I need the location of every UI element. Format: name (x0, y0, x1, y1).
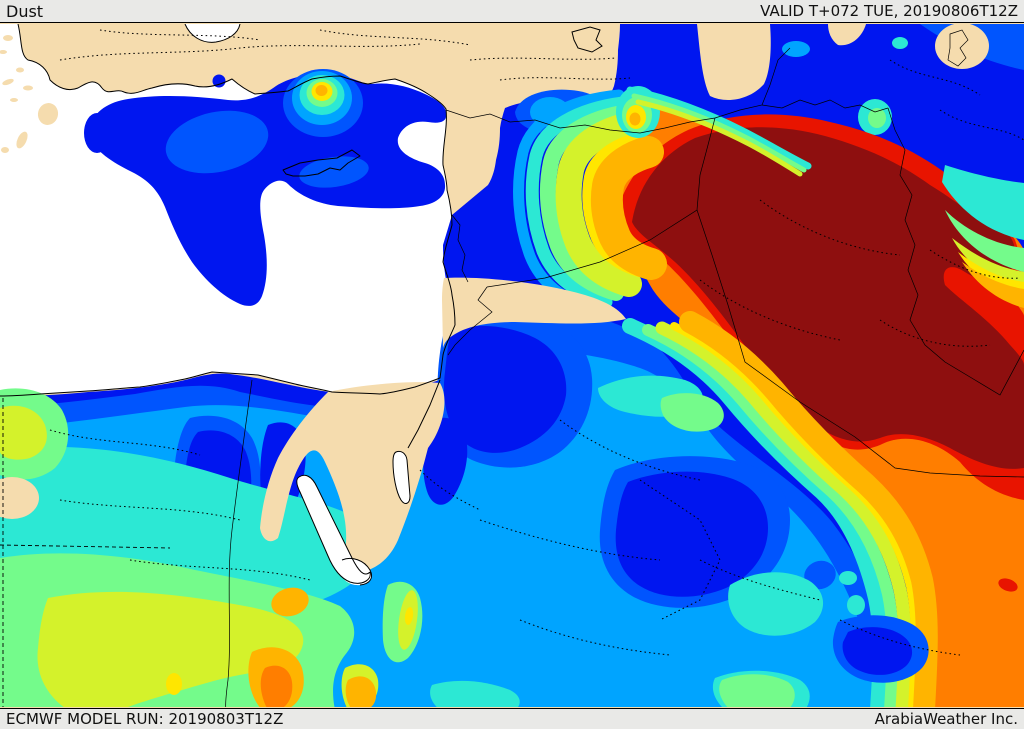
model-run-label: ECMWF MODEL RUN: 20190803T12Z (6, 710, 284, 728)
valid-time-label: VALID T+072 TUE, 20190806T12Z (760, 2, 1018, 20)
footer-bar: ECMWF MODEL RUN: 20190803T12Z ArabiaWeat… (0, 708, 1024, 729)
aegean-islands (0, 35, 59, 153)
dust-hotspot-turkey-coast (283, 69, 363, 137)
nile-river (225, 379, 253, 707)
dust-yellow-spot (166, 673, 182, 695)
provider-label: ArabiaWeather Inc. (874, 710, 1018, 728)
cyprus-outline (282, 149, 361, 177)
dust-south-accents (0, 311, 929, 707)
dust-eastern-mediterranean (84, 69, 447, 306)
coastlines (0, 24, 456, 707)
dust-front-bands-northeast (626, 86, 1024, 308)
dust-forecast-map (0, 24, 1024, 707)
lake-urmia (947, 29, 969, 67)
country-borders (0, 29, 1024, 707)
border-egypt-sudan (0, 544, 171, 549)
dust-red-spot (998, 578, 1018, 592)
lake-van (571, 26, 603, 53)
sea-black-sea (185, 24, 240, 43)
product-title: Dust (6, 1, 44, 21)
lakes (571, 26, 969, 67)
map-canvas (0, 24, 1024, 707)
title-bar: Dust VALID T+072 TUE, 20190806T12Z (0, 0, 1024, 23)
